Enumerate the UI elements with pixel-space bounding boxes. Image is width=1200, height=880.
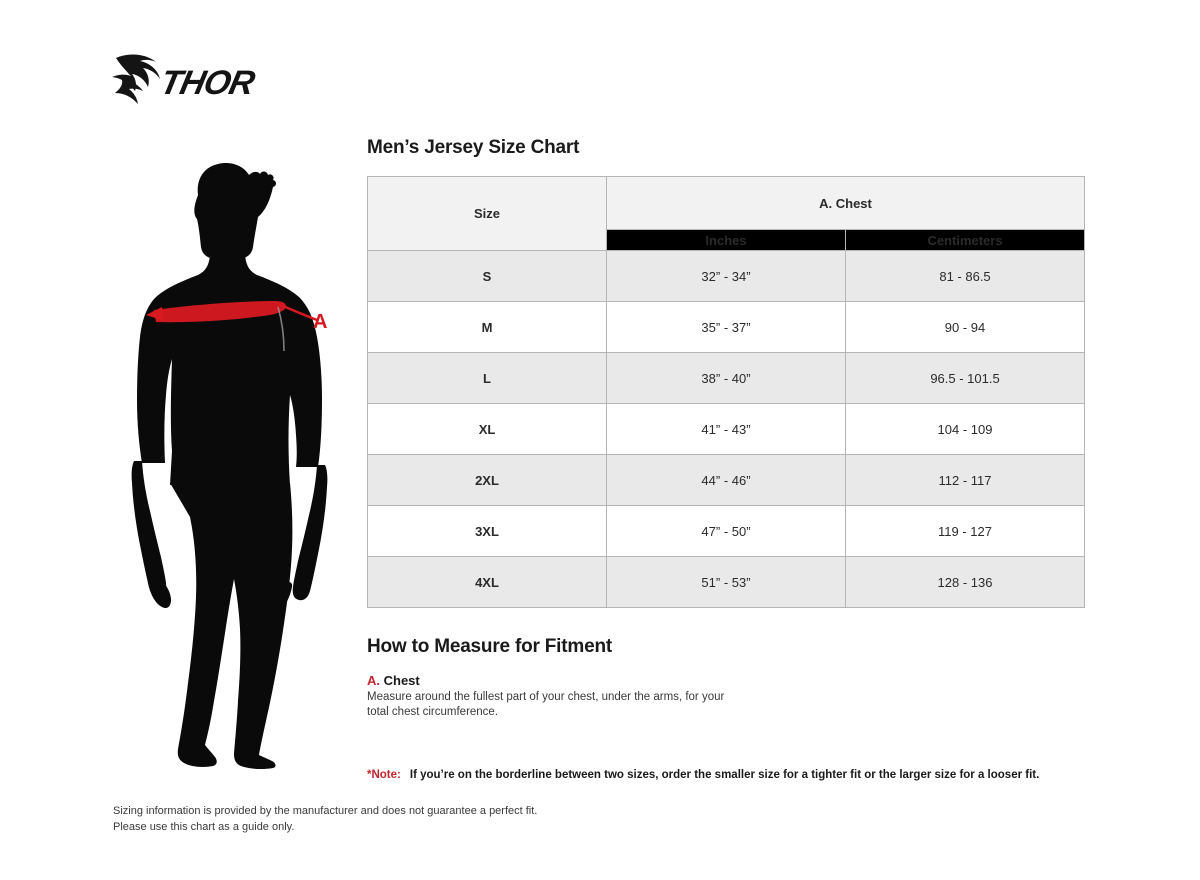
chest-measure-arrow-icon: A (146, 301, 327, 352)
header-chest-group: A. Chest (605, 176, 1086, 230)
cell-size: 4XL (367, 556, 607, 608)
disclaimer-line-1: Sizing information is provided by the ma… (113, 805, 538, 817)
callout-label-a: A (313, 311, 327, 333)
cell-centimeters: 104 - 109 (844, 403, 1086, 455)
note-row: *Note: If you’re on the borderline betwee… (367, 769, 1039, 781)
cell-centimeters: 119 - 127 (844, 505, 1086, 557)
cell-inches: 44” - 46” (606, 454, 846, 506)
thor-logo-svg: THOR (112, 54, 258, 104)
measure-description-line-1: Measure around the fullest part of your … (367, 691, 725, 703)
measure-part-name: Chest (383, 673, 420, 688)
cell-inches: 32” - 34” (606, 250, 846, 302)
disclaimer-line-2: Please use this chart as a guide only. (113, 821, 295, 833)
cell-inches: 38” - 40” (606, 352, 846, 404)
table-header-row-group: Size A. Chest (367, 176, 1086, 251)
male-torso-silhouette-icon (131, 163, 328, 770)
cell-size: M (367, 301, 607, 353)
table-head: Size A. Chest Inches Centimeters (367, 176, 1086, 251)
thor-wordmark: THOR (157, 64, 258, 102)
measure-instructions: A. Chest Measure around the fullest part… (367, 673, 887, 720)
header-size: Size (367, 176, 607, 251)
note-text: If you’re on the borderline between two … (409, 769, 1040, 781)
cell-size: 3XL (367, 505, 607, 557)
cell-size: S (367, 250, 607, 302)
thor-helmet-icon (112, 54, 160, 104)
cell-centimeters: 112 - 117 (844, 454, 1086, 506)
table-body: S 32” - 34” 81 - 86.5 M 35” - 37” 90 - 9… (367, 250, 1086, 608)
cell-centimeters: 81 - 86.5 (844, 250, 1086, 302)
cell-inches: 41” - 43” (606, 403, 846, 455)
measure-part-heading: A. Chest (367, 673, 887, 688)
table-row: M 35” - 37” 90 - 94 (367, 301, 1086, 353)
page-title: Men’s Jersey Size Chart (367, 137, 580, 158)
cell-inches: 47” - 50” (606, 505, 846, 557)
measure-description-line-2: total chest circumference. (367, 706, 499, 718)
cell-inches: 35” - 37” (606, 301, 846, 353)
cell-inches: 51” - 53” (606, 556, 846, 608)
table-row: 2XL 44” - 46” 112 - 117 (367, 454, 1086, 506)
howto-title: How to Measure for Fitment (367, 636, 612, 657)
cell-size: 2XL (367, 454, 607, 506)
cell-size: XL (367, 403, 607, 455)
table-row: 3XL 47” - 50” 119 - 127 (367, 505, 1086, 557)
cell-centimeters: 90 - 94 (844, 301, 1086, 353)
cell-centimeters: 96.5 - 101.5 (844, 352, 1086, 404)
brand-logo: THOR (112, 50, 292, 110)
table-row: S 32” - 34” 81 - 86.5 (367, 250, 1086, 302)
male-silhouette-svg: A (131, 163, 328, 770)
measurement-figure: A (110, 155, 350, 775)
cell-size: L (367, 352, 607, 404)
note-label: *Note: (367, 769, 401, 781)
measure-letter: A. (367, 673, 380, 688)
size-chart-table: Size A. Chest Inches Centimeters S 32” -… (367, 176, 1086, 608)
cell-centimeters: 128 - 136 (844, 556, 1086, 608)
table-row: L 38” - 40” 96.5 - 101.5 (367, 352, 1086, 404)
header-centimeters: Centimeters (844, 229, 1086, 251)
header-inches: Inches (606, 229, 846, 251)
svg-text:THOR: THOR (157, 64, 258, 102)
disclaimer: Sizing information is provided by the ma… (113, 803, 537, 835)
table-header-row-units: Inches Centimeters (368, 229, 1086, 251)
table-row: XL 41” - 43” 104 - 109 (367, 403, 1086, 455)
table-row: 4XL 51” - 53” 128 - 136 (367, 556, 1086, 608)
